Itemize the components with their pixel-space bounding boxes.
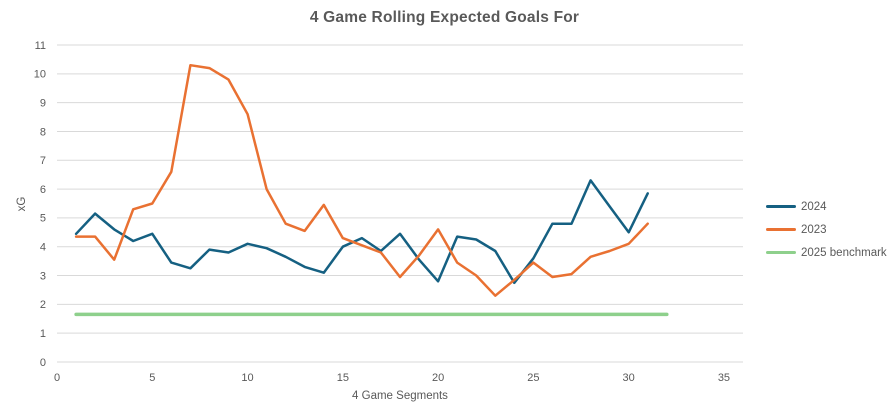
legend: 2024 2023 2025 benchmark	[766, 195, 887, 264]
legend-label-2024: 2024	[801, 200, 827, 213]
legend-label-2023: 2023	[801, 223, 827, 236]
y-tick-label-9: 9	[40, 97, 46, 109]
y-tick-label-5: 5	[40, 213, 46, 225]
x-tick-label-35: 35	[718, 372, 730, 384]
x-tick-label-5: 5	[149, 372, 155, 384]
y-tick-label-10: 10	[34, 69, 46, 81]
series-line-2024	[74, 179, 649, 285]
chart-title: 4 Game Rolling Expected Goals For	[309, 9, 580, 26]
y-axis-title: xG	[16, 197, 28, 212]
legend-swatch-2024	[766, 204, 796, 209]
y-tick-label-0: 0	[40, 357, 46, 369]
y-tick-label-11: 11	[35, 40, 46, 52]
y-tick-label-6: 6	[40, 184, 46, 196]
x-tick-label-0: 0	[54, 372, 60, 384]
series-line-2023	[74, 63, 649, 297]
y-tick-label-2: 2	[40, 299, 46, 311]
legend-item-2024: 2024	[766, 195, 887, 218]
legend-label-benchmark: 2025 benchmark	[801, 246, 887, 259]
x-tick-label-20: 20	[432, 372, 444, 384]
x-tick-label-15: 15	[337, 372, 349, 384]
legend-swatch-benchmark	[766, 250, 796, 255]
y-tick-label-3: 3	[40, 270, 46, 282]
x-tick-label-25: 25	[527, 372, 539, 384]
legend-item-2023: 2023	[766, 218, 887, 241]
x-tick-label-10: 10	[241, 372, 253, 384]
x-axis-title: 4 Game Segments	[352, 390, 448, 402]
x-tick-label-30: 30	[623, 372, 635, 384]
y-tick-label-7: 7	[40, 155, 46, 167]
y-tick-label-4: 4	[40, 242, 46, 254]
y-tick-label-1: 1	[40, 328, 46, 340]
legend-swatch-2023	[766, 227, 796, 232]
legend-item-benchmark: 2025 benchmark	[766, 241, 887, 264]
y-tick-label-8: 8	[40, 126, 46, 138]
